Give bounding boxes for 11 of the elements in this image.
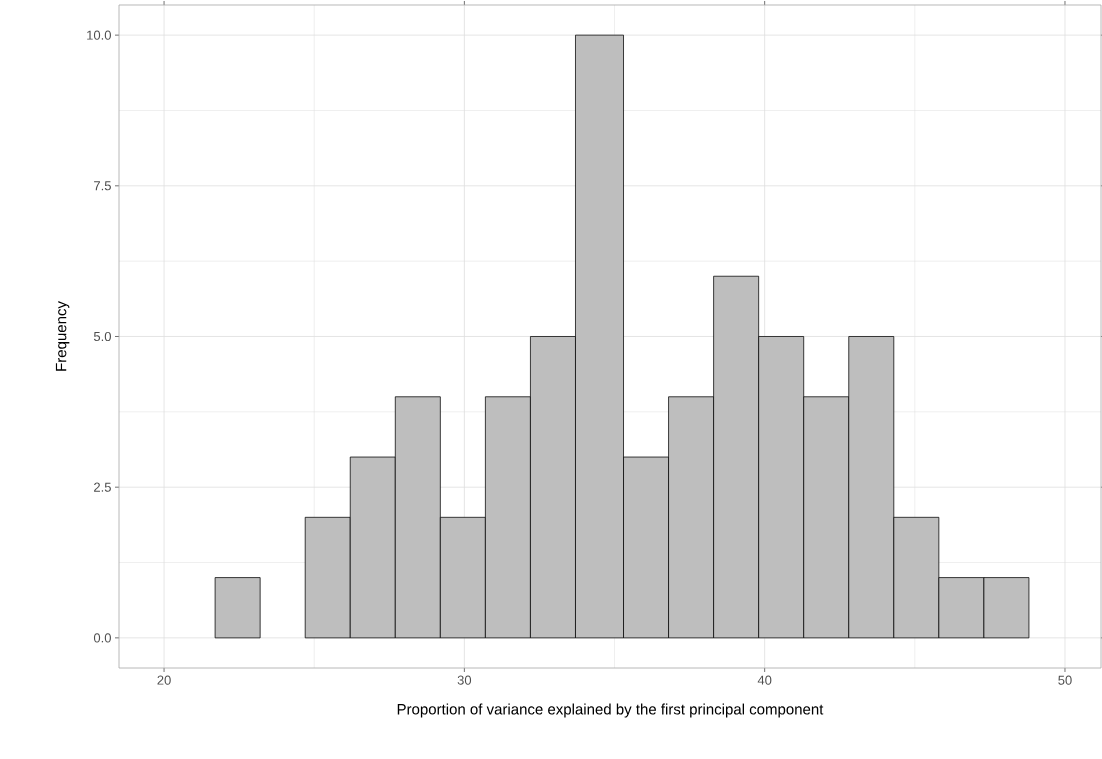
x-tick-label: 30 [457,675,472,685]
y-tick-label: 7.5 [94,181,111,191]
y-tick-label: 0.0 [93,633,111,643]
y-tick-label: 5.0 [93,331,111,342]
x-tick-label: 50 [1058,675,1072,685]
x-axis-title: Proportion of variance explained by the first principal component [397,703,824,718]
x-tick-label: 40 [757,675,772,685]
x-tick-label: 20 [157,675,171,685]
y-tick-label: 10.0 [87,30,111,40]
y-tick-label: 2.5 [94,482,111,492]
y-axis-title: Frequency [55,301,70,371]
